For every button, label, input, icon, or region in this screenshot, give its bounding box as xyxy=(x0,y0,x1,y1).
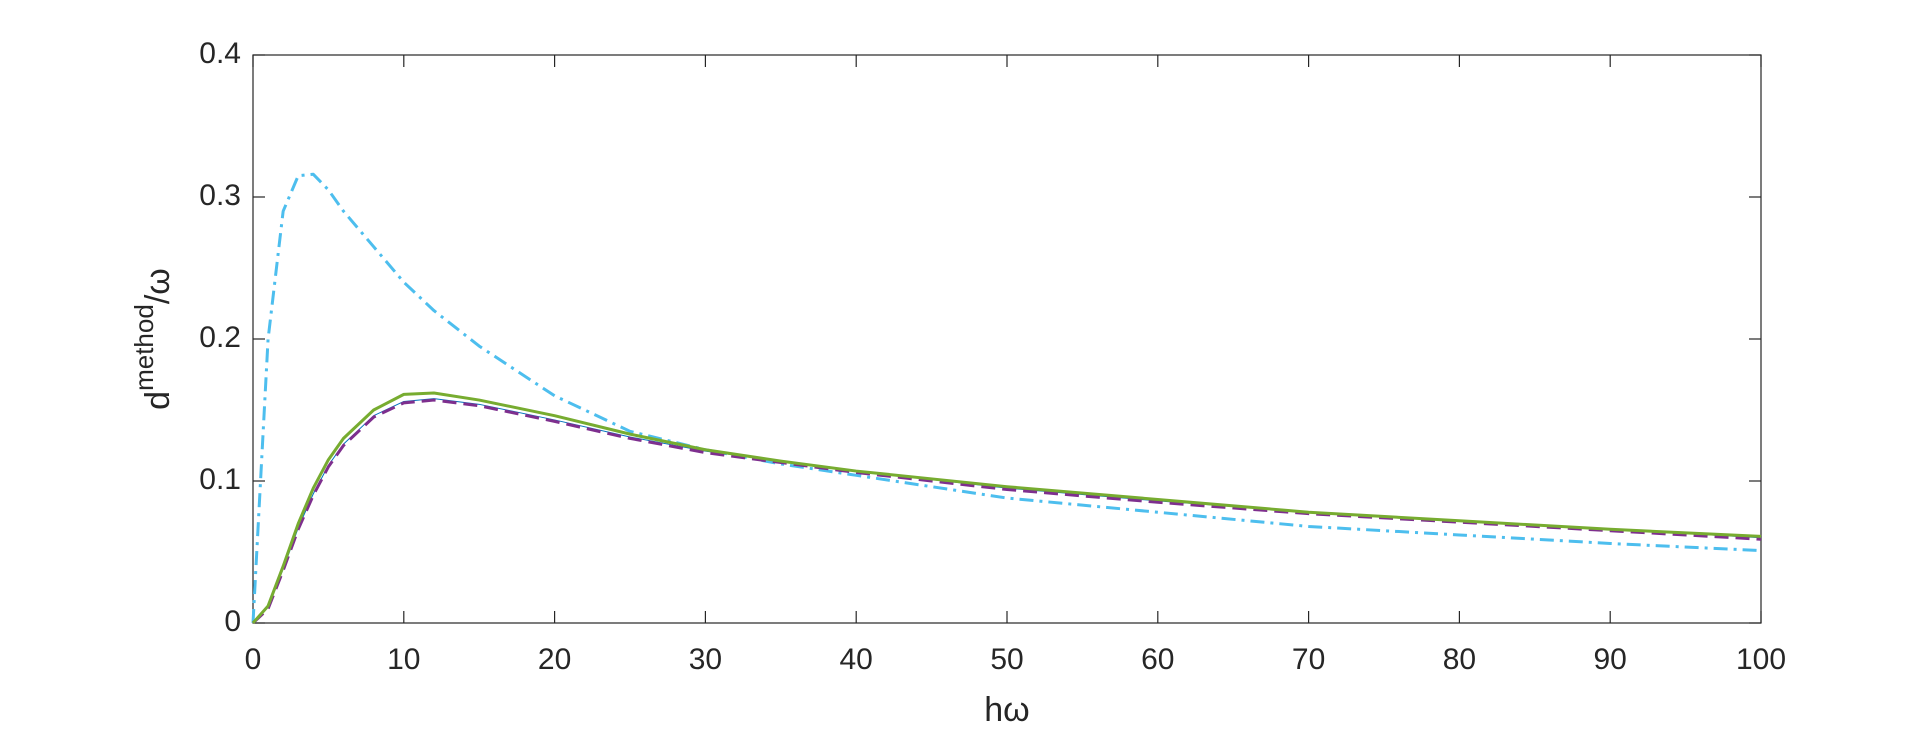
y-axis-label: dmethod/ω xyxy=(129,268,177,410)
data-line xyxy=(251,391,1762,624)
x-tick-label: 20 xyxy=(538,643,571,676)
data-line xyxy=(251,398,1762,625)
y-tick-label: 0.4 xyxy=(199,37,241,70)
y-tick-label: 0.3 xyxy=(199,179,241,212)
x-tick-label: 100 xyxy=(1736,643,1786,676)
plot-frame xyxy=(252,54,1762,624)
x-tick-label: 40 xyxy=(840,643,873,676)
data-line xyxy=(251,172,1762,624)
x-tick-label: 70 xyxy=(1292,643,1325,676)
y-label-sup: method xyxy=(129,304,159,391)
x-tick-label: 90 xyxy=(1594,643,1627,676)
x-tick-label: 0 xyxy=(245,643,262,676)
y-tick-label: 0 xyxy=(224,605,241,638)
x-tick-label: 10 xyxy=(387,643,420,676)
y-tick-label: 0.2 xyxy=(199,321,241,354)
x-axis-label: hω xyxy=(984,691,1029,729)
y-label-tail: /ω xyxy=(139,268,177,304)
y-label-base: d xyxy=(139,391,177,410)
x-tick-label: 50 xyxy=(990,643,1023,676)
x-tick-label: 60 xyxy=(1141,643,1174,676)
x-tick-label: 80 xyxy=(1443,643,1476,676)
x-tick-label: 30 xyxy=(689,643,722,676)
y-tick-label: 0.1 xyxy=(199,463,241,496)
